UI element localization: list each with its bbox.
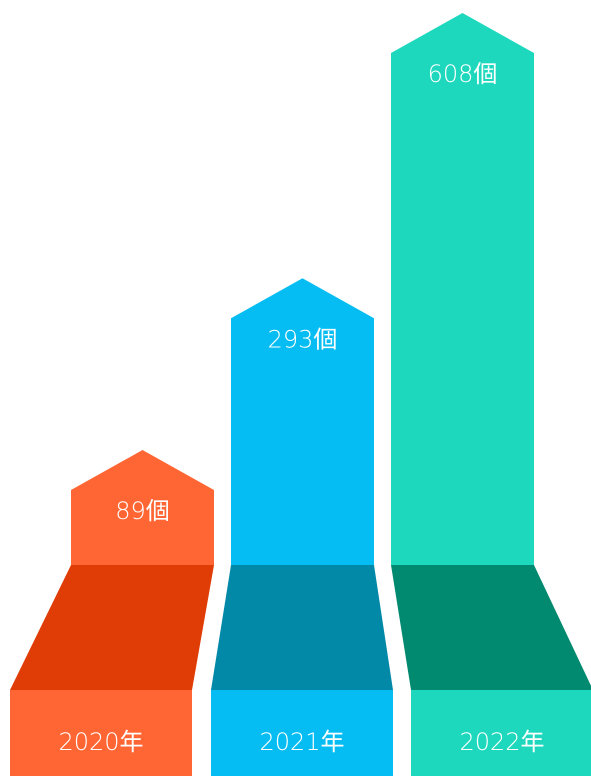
data-label: 293個: [268, 325, 338, 353]
category-label: 2021年: [259, 728, 344, 756]
data-label: 608個: [428, 60, 498, 88]
labels-layer: 89個 2020年 293個 2021年 608個 2022年: [58, 60, 544, 756]
bar-ramp-2020年: [10, 565, 214, 690]
bar-2022年: [391, 13, 534, 565]
bar-ramp-2021年: [211, 565, 393, 690]
bar-base-2020年: [10, 690, 192, 776]
bar-2020年: [71, 450, 214, 565]
data-label: 89個: [115, 497, 170, 525]
bars-layer: [10, 13, 591, 776]
category-label: 2022年: [459, 728, 544, 756]
category-label: 2020年: [58, 728, 143, 756]
bar-2021年: [231, 278, 374, 565]
bar-base-2022年: [411, 690, 591, 776]
bar-ramp-2022年: [391, 565, 591, 690]
bar-base-2021年: [211, 690, 393, 776]
